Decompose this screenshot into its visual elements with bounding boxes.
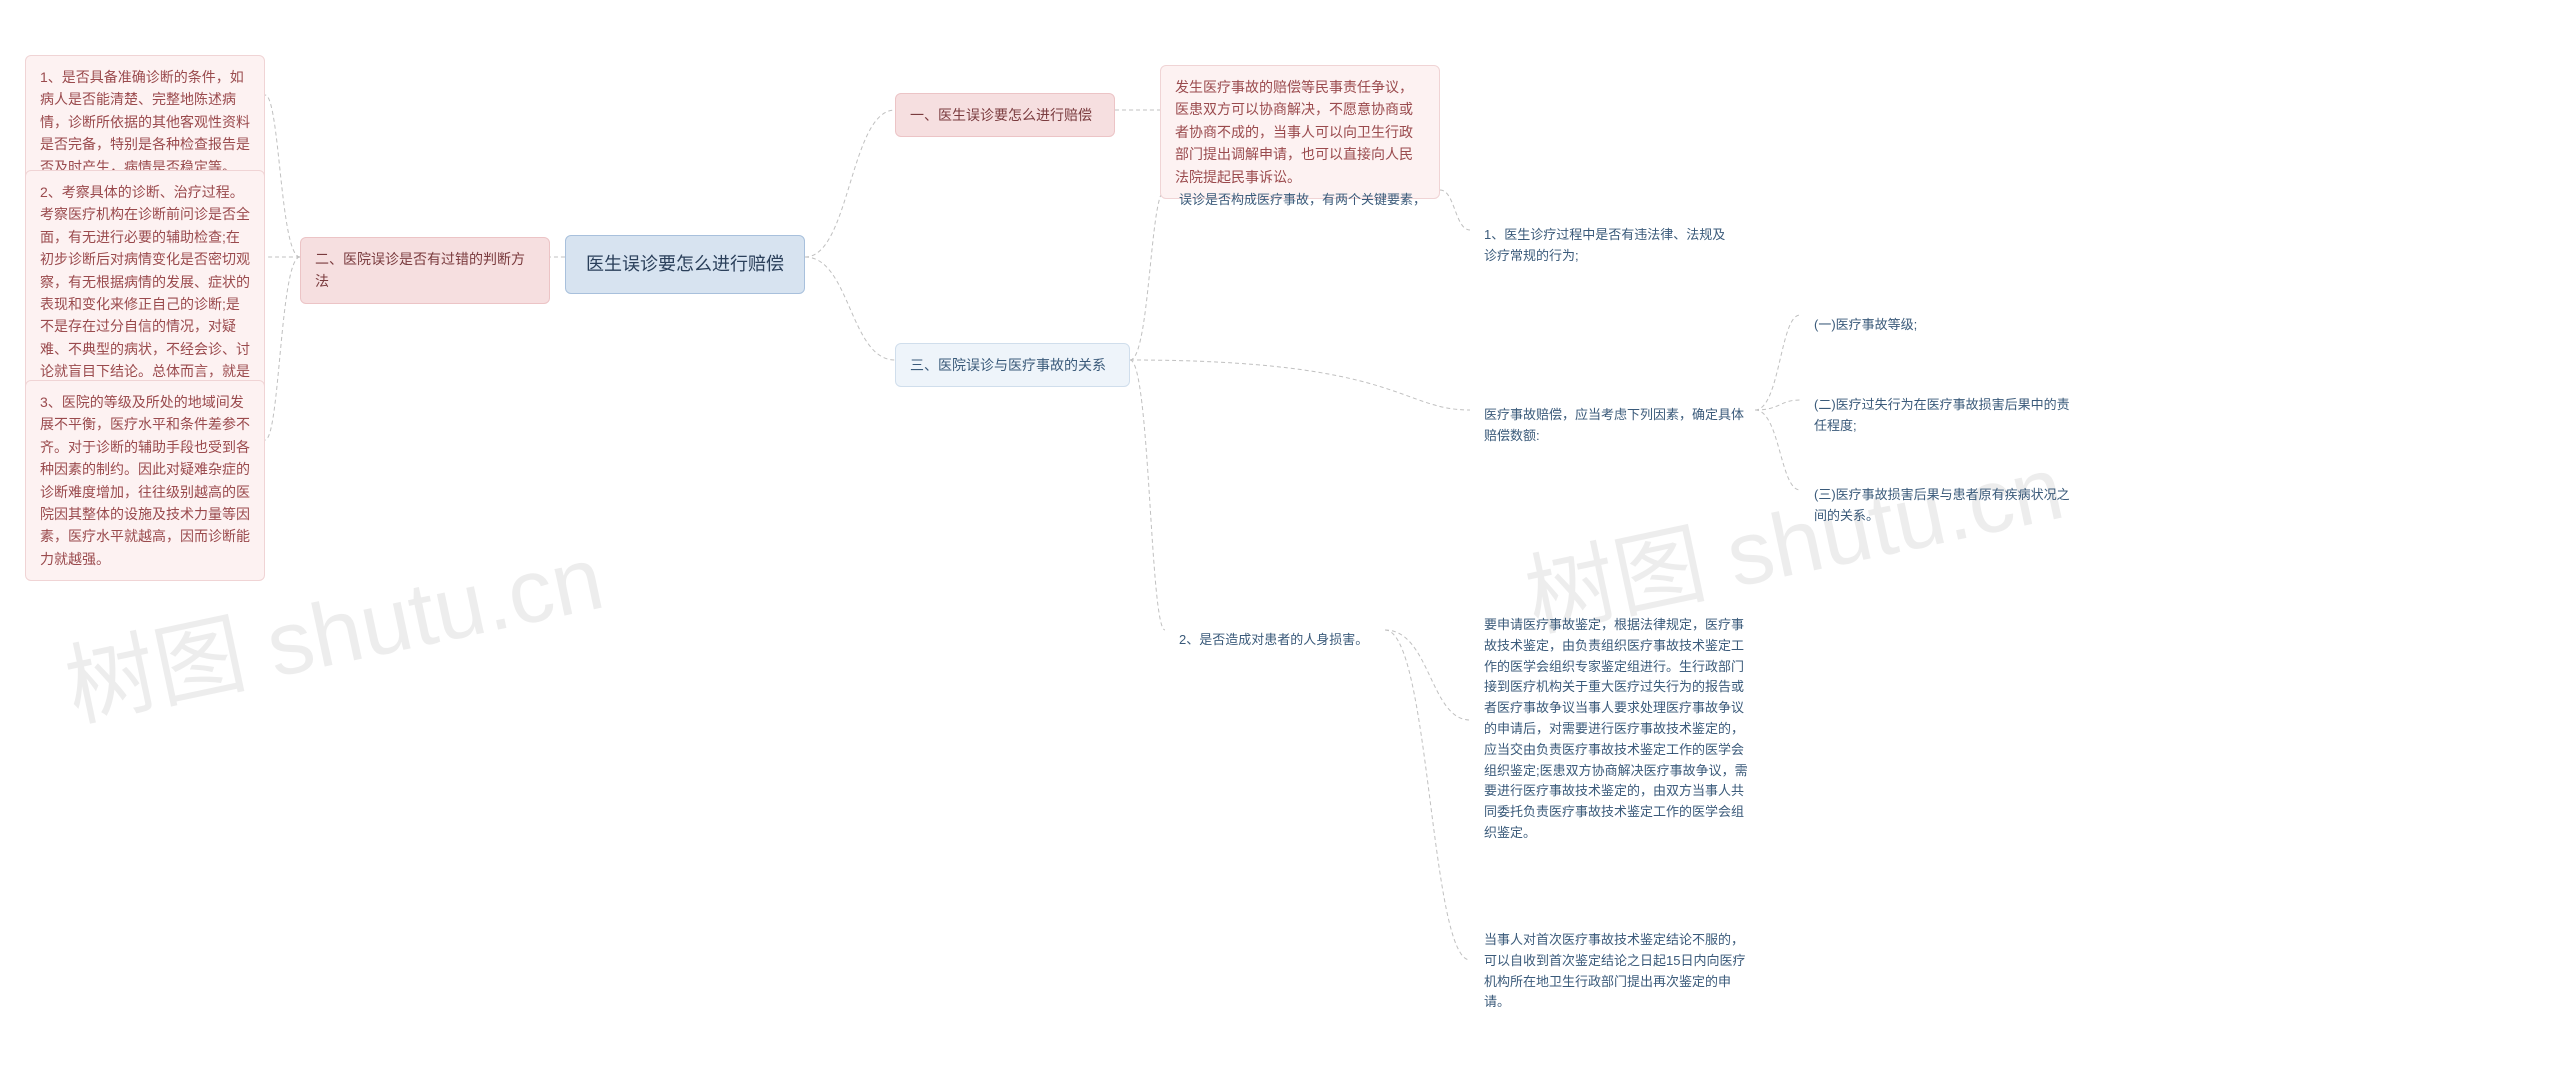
- root-node[interactable]: 医生误诊要怎么进行赔偿: [565, 235, 805, 294]
- right-branch-1-detail: 发生医疗事故的赔偿等民事责任争议，医患双方可以协商解决，不愿意协商或者协商不成的…: [1160, 65, 1440, 199]
- branch3-p2-detail-1: 要申请医疗事故鉴定，根据法律规定，医疗事故技术鉴定，由负责组织医疗事故技术鉴定工…: [1470, 605, 1770, 854]
- branch3-comp-label: 医疗事故赔偿，应当考虑下列因素，确定具体赔偿数额:: [1470, 395, 1760, 457]
- right-branch-3[interactable]: 三、医院误诊与医疗事故的关系: [895, 343, 1130, 387]
- branch3-p2: 2、是否造成对患者的人身损害。: [1165, 620, 1390, 661]
- left-item-1: 1、是否具备准确诊断的条件，如病人是否能清楚、完整地陈述病情，诊断所依据的其他客…: [25, 55, 265, 189]
- branch3-p1: 1、医生诊疗过程中是否有违法律、法规及诊疗常规的行为;: [1470, 215, 1750, 277]
- branch3-p2-detail-2: 当事人对首次医疗事故技术鉴定结论不服的，可以自收到首次鉴定结论之日起15日内向医…: [1470, 920, 1770, 1023]
- branch3-comp-2: (二)医疗过失行为在医疗事故损害后果中的责任程度;: [1800, 385, 2090, 447]
- left-branch[interactable]: 二、医院误诊是否有过错的判断方法: [300, 237, 550, 304]
- right-branch-1[interactable]: 一、医生误诊要怎么进行赔偿: [895, 93, 1115, 137]
- branch3-comp-1: (一)医疗事故等级;: [1800, 305, 2080, 346]
- branch3-intro: 误诊是否构成医疗事故，有两个关键要素，: [1165, 180, 1445, 221]
- left-item-3: 3、医院的等级及所处的地域间发展不平衡，医疗水平和条件差参不齐。对于诊断的辅助手…: [25, 380, 265, 581]
- branch3-comp-3: (三)医疗事故损害后果与患者原有疾病状况之间的关系。: [1800, 475, 2090, 537]
